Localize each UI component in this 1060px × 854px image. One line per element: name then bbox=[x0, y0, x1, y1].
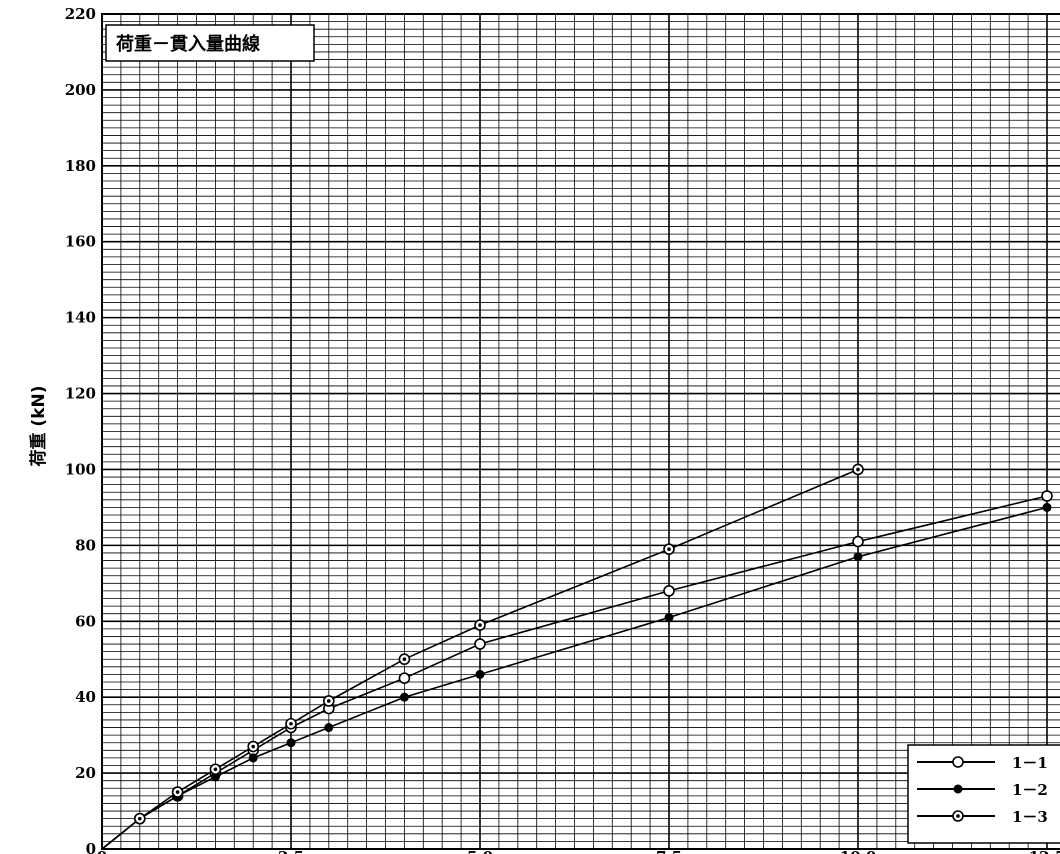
data-point bbox=[398, 672, 411, 685]
y-tick-label: 20 bbox=[75, 764, 96, 782]
y-tick-label: 40 bbox=[75, 688, 96, 706]
x-tick-label: 0 bbox=[97, 848, 107, 854]
y-tick-label: 160 bbox=[65, 233, 96, 251]
data-point-center bbox=[213, 767, 218, 772]
legend-label: 1－1 bbox=[1012, 754, 1048, 772]
data-point-center bbox=[175, 790, 180, 794]
series-layer bbox=[101, 463, 1053, 850]
data-point-center bbox=[138, 816, 142, 821]
y-tick-label: 80 bbox=[75, 536, 96, 554]
x-tick-label: 12.5 bbox=[1029, 848, 1060, 854]
y-axis-label: 荷重 (kN) bbox=[28, 386, 49, 467]
data-point bbox=[399, 692, 409, 702]
data-point bbox=[663, 585, 675, 597]
legend-label: 1－2 bbox=[1012, 781, 1048, 799]
y-tick-label: 0 bbox=[86, 840, 96, 854]
plot-frame bbox=[101, 13, 1060, 850]
y-tick-label: 100 bbox=[65, 460, 96, 478]
series-line bbox=[101, 506, 1048, 850]
grid-minor bbox=[101, 13, 1060, 850]
x-tick-label: 10.0 bbox=[840, 848, 877, 854]
data-point bbox=[852, 535, 864, 548]
data-point bbox=[853, 552, 863, 562]
y-tick-label: 220 bbox=[65, 5, 96, 23]
legend-marker-center bbox=[956, 814, 960, 818]
data-point bbox=[1042, 502, 1052, 512]
data-point-center bbox=[667, 547, 671, 551]
x-axis-ticks: 0 2.5 5.0 7.5 10.0 12.5 bbox=[97, 848, 1060, 854]
data-point bbox=[248, 753, 258, 763]
data-point bbox=[474, 638, 486, 650]
y-axis-ticks: 0 20 40 60 80 100 120 140 160 180 200 220 bbox=[65, 5, 96, 854]
y-tick-label: 120 bbox=[65, 385, 96, 403]
data-point-center bbox=[402, 657, 407, 662]
legend-marker bbox=[952, 756, 964, 768]
legend-label: 1－3 bbox=[1012, 808, 1048, 826]
chart-title-box: 荷重－貫入量曲線 bbox=[105, 24, 315, 62]
legend-entry: 1－1 bbox=[917, 754, 1048, 772]
legend-entry: 1－3 bbox=[917, 808, 1048, 826]
y-tick-label: 200 bbox=[65, 81, 96, 99]
data-point bbox=[286, 738, 296, 748]
y-tick-label: 140 bbox=[65, 309, 96, 327]
legend-marker bbox=[953, 784, 963, 794]
x-tick-label: 5.0 bbox=[467, 848, 493, 854]
data-point-center bbox=[327, 699, 331, 703]
y-tick-label: 180 bbox=[65, 157, 96, 175]
data-point-center bbox=[251, 744, 255, 749]
series-3 bbox=[101, 463, 864, 850]
chart-title: 荷重－貫入量曲線 bbox=[116, 33, 260, 55]
data-point-center bbox=[478, 623, 482, 627]
data-point-center bbox=[289, 721, 293, 726]
data-point bbox=[475, 669, 485, 679]
legend-entry: 1－2 bbox=[917, 781, 1048, 799]
data-point-center bbox=[856, 467, 860, 472]
data-point bbox=[324, 723, 334, 733]
data-point bbox=[664, 612, 674, 622]
legend: 1－1 1－2 1－3 bbox=[907, 744, 1060, 844]
x-tick-label: 2.5 bbox=[278, 848, 304, 854]
x-tick-label: 7.5 bbox=[656, 848, 682, 854]
y-tick-label: 60 bbox=[75, 612, 96, 630]
data-point bbox=[1041, 490, 1053, 502]
